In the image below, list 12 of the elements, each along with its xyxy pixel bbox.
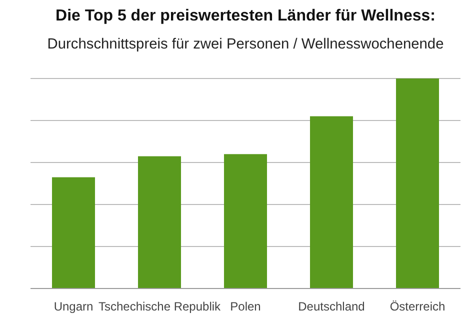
x-tick-label: Tschechische Republik (98, 300, 222, 314)
bar (396, 78, 439, 288)
bar (310, 116, 353, 288)
bar (138, 156, 181, 288)
x-tick-label: Deutschland (298, 300, 365, 314)
x-tick-label: Österreich (390, 300, 446, 314)
chart-subtitle: Durchschnittspreis für zwei Personen / Wellnesswochenende (47, 36, 444, 52)
x-tick-label: Ungarn (54, 300, 94, 314)
x-tick-label: Polen (230, 300, 261, 314)
chart-title: Die Top 5 der preiswertesten Länder für Wellness: (56, 8, 436, 24)
bar (224, 154, 267, 288)
bar (52, 177, 95, 288)
